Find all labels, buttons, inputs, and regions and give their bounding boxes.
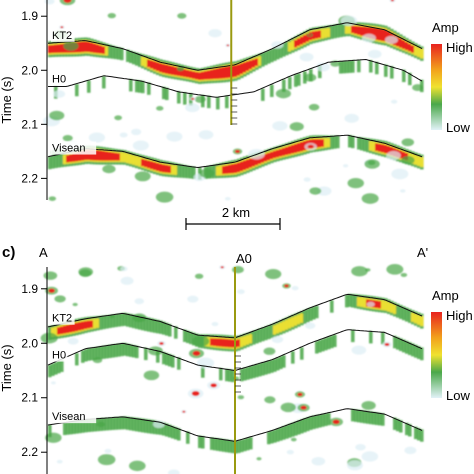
scale-bar: 2 km — [185, 205, 281, 230]
upper-y-axis-title: Time (s) — [0, 76, 14, 123]
y-tick-label: 2.0 — [21, 336, 38, 350]
section-start-label: A — [39, 245, 48, 260]
horizon-label: H0 — [52, 73, 66, 85]
amplitude-reflector — [48, 135, 424, 180]
upper-seismic-plot: KT2 H0 Visean — [43, 0, 424, 204]
upper-y-axis: 1.9 2.0 2.1 2.2 — [21, 9, 47, 185]
lower-y-axis: 1.9 2.0 2.1 2.2 — [21, 282, 47, 459]
amplitude-field — [40, 264, 424, 474]
amplitude-field — [43, 0, 424, 204]
y-tick-label: 2.2 — [21, 171, 38, 185]
y-tick-label: 1.9 — [21, 9, 38, 23]
lower-y-axis-title: Time (s) — [0, 344, 14, 391]
legend-high-label: High — [446, 308, 473, 323]
y-tick-label: 2.1 — [21, 391, 38, 405]
legend-title: Amp — [432, 288, 459, 303]
legend-colorbar — [431, 44, 442, 130]
lower-seismic-panel: c) A A0 A' KT2 H0 Visean 1.9 2.0 2.1 2.2 Time… — [0, 244, 473, 474]
horizon-line — [48, 58, 423, 98]
horizon-line — [47, 22, 423, 71]
legend-colorbar — [431, 312, 442, 398]
horizon-label: Visean — [52, 143, 85, 155]
upper-seismic-panel: KT2 H0 Visean 1.9 2.0 2.1 2.2 Time (s) Amp Hig… — [0, 0, 473, 204]
y-tick-label: 2.0 — [21, 63, 38, 77]
horizon-label: Visean — [52, 411, 85, 423]
scale-bar-label: 2 km — [222, 205, 250, 220]
horizon-label: H0 — [52, 350, 66, 362]
legend-low-label: Low — [446, 388, 470, 403]
section-center-label: A0 — [236, 251, 252, 266]
horizon-label: KT2 — [52, 313, 72, 325]
y-tick-label: 2.1 — [21, 117, 38, 131]
lower-seismic-plot: KT2 H0 Visean — [40, 264, 424, 474]
lower-amp-legend: Amp High Low — [431, 288, 473, 403]
y-tick-label: 2.2 — [21, 445, 38, 459]
amplitude-speckles — [40, 264, 417, 474]
amplitude-reflector — [48, 21, 424, 85]
horizon-label: KT2 — [52, 30, 72, 42]
section-end-label: A' — [417, 245, 428, 260]
upper-amp-legend: Amp High Low — [431, 20, 473, 135]
y-tick-label: 1.9 — [21, 282, 38, 296]
horizon-line — [47, 134, 423, 169]
amplitude-reflector — [48, 329, 424, 383]
panel-label-c: c) — [2, 244, 15, 261]
legend-title: Amp — [432, 20, 459, 35]
amplitude-reflector — [48, 293, 424, 352]
legend-high-label: High — [446, 40, 473, 55]
legend-low-label: Low — [446, 120, 470, 135]
